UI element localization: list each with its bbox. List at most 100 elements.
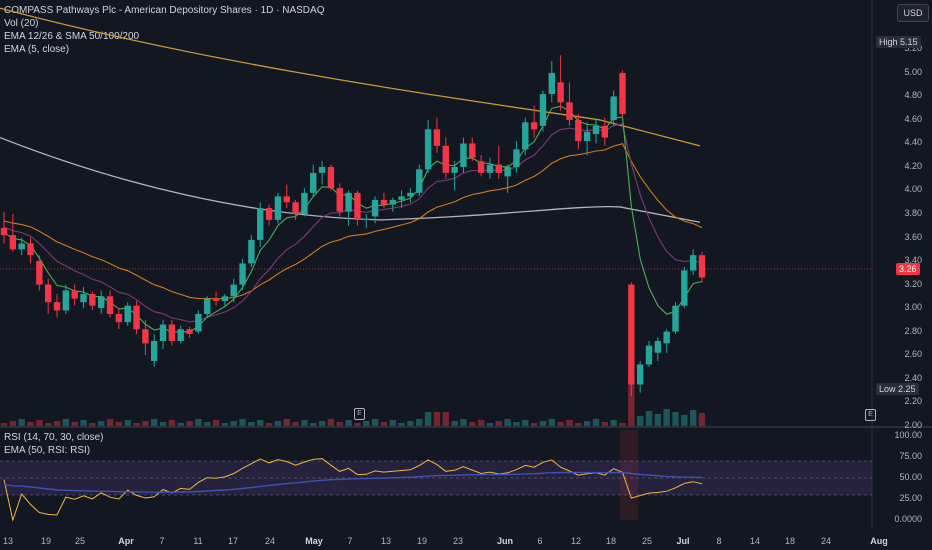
volume-bar — [389, 420, 396, 426]
candle-body — [292, 202, 299, 215]
rsi-ema-title[interactable]: EMA (50, RSI: RSI) — [4, 445, 91, 456]
date-axis-label: 11 — [193, 536, 203, 546]
candle-body — [354, 192, 361, 220]
volume-bar — [212, 420, 220, 426]
candle-body — [575, 119, 582, 142]
candle-body — [9, 235, 17, 250]
candle-body — [159, 324, 167, 341]
candle-body — [460, 143, 467, 167]
legend-ema5[interactable]: EMA (5, close) — [4, 44, 70, 55]
candle-body — [257, 208, 264, 240]
date-axis-label: 14 — [749, 536, 761, 546]
volume-bar — [9, 421, 17, 426]
chart-title: COMPASS Pathways Plc - American Deposito… — [4, 5, 325, 16]
volume-bar — [486, 423, 494, 426]
candle-body — [274, 196, 282, 220]
price-axis-label: 3.60 — [904, 231, 922, 242]
candle-body — [636, 364, 644, 385]
volume-bar — [601, 422, 609, 426]
rsi-axis-label: 0.0000 — [894, 514, 922, 524]
volume-bar — [681, 415, 688, 426]
volume-bar — [689, 410, 697, 426]
volume-bar — [257, 420, 264, 426]
candle-body — [530, 122, 538, 130]
candle-body — [230, 284, 237, 297]
candle-body — [212, 298, 220, 302]
candle-body — [310, 172, 317, 193]
date-axis-label: Jul — [676, 536, 690, 546]
date-axis-label: 18 — [605, 536, 617, 546]
candle-body — [380, 199, 388, 205]
legend-ema-sma[interactable]: EMA 12/26 & SMA 50/100/200 — [4, 31, 140, 42]
legend-volume[interactable]: Vol (20) — [4, 18, 39, 29]
date-axis-label: Apr — [118, 536, 134, 546]
volume-bar — [354, 423, 361, 426]
volume-bar — [195, 419, 202, 426]
volume-bar — [89, 423, 96, 426]
candle-body — [433, 129, 441, 146]
candle-body — [610, 96, 617, 120]
volume-bar — [27, 422, 34, 426]
currency-button[interactable]: USD — [897, 4, 929, 22]
price-axis-label: 4.40 — [904, 137, 922, 148]
volume-bar — [18, 419, 25, 426]
candle-body — [424, 129, 432, 170]
ema26-line — [3, 143, 703, 300]
volume-bar — [548, 419, 555, 426]
date-axis-label: 23 — [452, 536, 464, 546]
low-tag: Low 2.25 — [876, 383, 919, 395]
price-axis-label: 3.00 — [904, 302, 922, 313]
rsi-title[interactable]: RSI (14, 70, 30, close) — [4, 432, 104, 443]
volume-bar — [363, 421, 370, 426]
volume-bar — [575, 423, 582, 426]
price-axis-label: 3.20 — [904, 278, 922, 289]
volume-bar — [151, 419, 158, 426]
volume-bar — [186, 421, 193, 426]
candle-body — [398, 196, 405, 200]
volume-bar — [230, 421, 237, 426]
volume-bar — [106, 419, 114, 426]
candle-body — [318, 166, 326, 173]
candle-body — [53, 302, 61, 311]
candle-body — [389, 199, 396, 205]
date-axis-label: 7 — [159, 536, 165, 546]
event-marker-right[interactable]: E — [865, 409, 876, 421]
date-axis-label: 24 — [820, 536, 832, 546]
candle-body — [204, 298, 211, 314]
candle-body — [513, 149, 520, 167]
candle-body — [89, 293, 96, 306]
date-axis-label: 8 — [716, 536, 722, 546]
candle-body — [654, 340, 662, 353]
date-axis-label: Jun — [496, 536, 514, 546]
volume-bar — [557, 422, 564, 426]
volume-bar — [97, 421, 105, 426]
candle-body — [645, 345, 653, 365]
price-axis-label: 3.40 — [904, 255, 922, 266]
candle-body — [469, 143, 476, 158]
ema5-line — [3, 105, 703, 333]
candle-body — [583, 131, 591, 142]
price-axis-label: 4.00 — [904, 184, 922, 195]
volume-bar — [327, 419, 335, 426]
date-axis-label: 24 — [264, 536, 276, 546]
candle-body — [371, 199, 379, 217]
candle-body — [619, 72, 626, 115]
candle-body — [504, 166, 511, 177]
price-axis-label: 2.00 — [904, 419, 922, 430]
candle-body — [442, 145, 449, 173]
date-axis-label: 13 — [2, 536, 14, 546]
volume-bar — [36, 420, 43, 426]
volume-bar — [513, 422, 520, 426]
volume-bar — [636, 416, 644, 426]
volume-bar — [44, 423, 52, 426]
candle-body — [592, 125, 600, 135]
candle-body — [97, 296, 105, 309]
high-tag: High 5.15 — [876, 36, 921, 48]
volume-bar — [53, 421, 61, 426]
volume-bar — [301, 420, 308, 426]
volume-bar — [168, 420, 176, 426]
candle-body — [168, 324, 176, 341]
date-axis-label: 18 — [784, 536, 796, 546]
event-marker[interactable]: E — [354, 408, 365, 420]
